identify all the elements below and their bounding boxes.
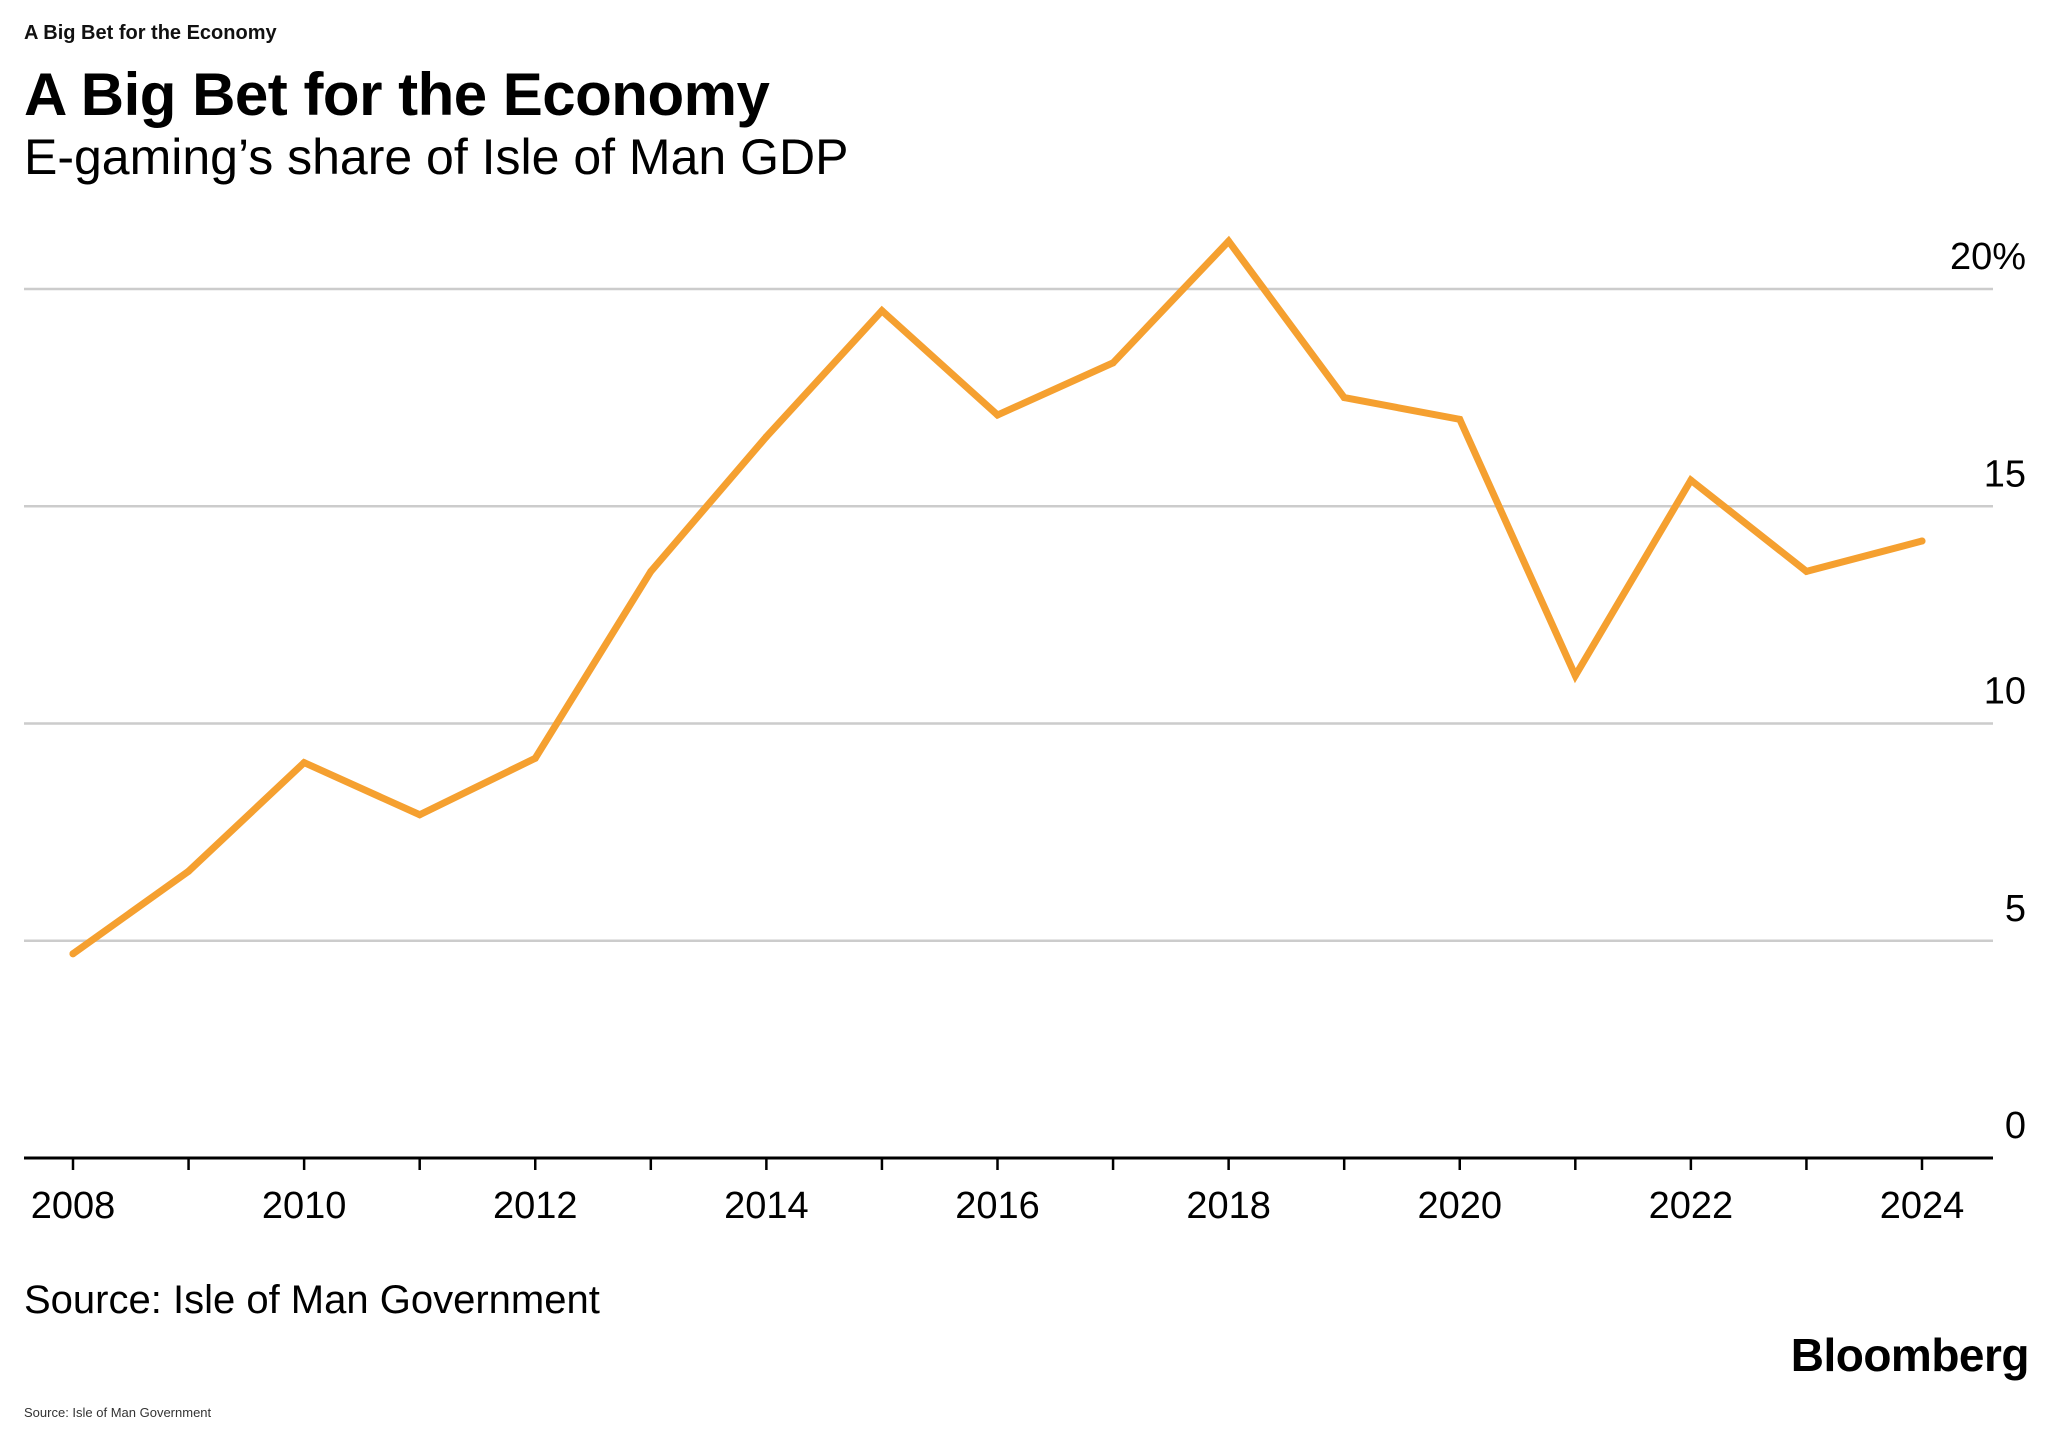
data-point: [301, 759, 308, 766]
data-point: [1803, 568, 1810, 575]
data-point: [1919, 538, 1926, 545]
gridlines: [24, 289, 1993, 941]
data-point: [1456, 416, 1463, 423]
x-tick-label: 2012: [493, 1185, 578, 1227]
x-axis: 2008 2010 2012 2014 2016 2018 2020 2022 2024: [24, 1158, 1993, 1227]
y-axis-ticks: 20% 15 10 5 0: [1950, 236, 2026, 1147]
x-tick-label: 2020: [1417, 1185, 1502, 1227]
data-point: [994, 412, 1001, 419]
x-tick-label: 2016: [955, 1185, 1040, 1227]
data-point: [1225, 238, 1232, 245]
y-tick-label: 10: [1984, 671, 2026, 713]
x-tick-label: 2022: [1649, 1185, 1734, 1227]
y-tick-label: 20%: [1950, 236, 2026, 278]
series-layer: [70, 238, 1926, 958]
y-tick-label: 5: [2005, 888, 2026, 930]
x-tick-label: 2014: [724, 1185, 809, 1227]
x-tick-label: 2010: [262, 1185, 347, 1227]
source-footnote: Source: Isle of Man Government: [24, 1405, 211, 1420]
y-tick-label: 0: [2005, 1105, 2026, 1147]
x-tick-label: 2008: [31, 1185, 116, 1227]
data-point: [1687, 477, 1694, 484]
data-point: [416, 811, 423, 818]
source-note: Source: Isle of Man Government: [24, 1278, 600, 1323]
x-tick-label: 2018: [1186, 1185, 1271, 1227]
data-point: [532, 755, 539, 762]
data-point: [1341, 394, 1348, 401]
x-tick-label: 2024: [1880, 1185, 1965, 1227]
data-point: [878, 307, 885, 314]
y-tick-label: 15: [1984, 453, 2026, 495]
series-line: [73, 241, 1922, 954]
data-point: [70, 950, 77, 957]
data-point: [647, 568, 654, 575]
data-point: [185, 868, 192, 875]
data-point: [1572, 672, 1579, 679]
data-point: [1110, 359, 1117, 366]
data-point: [763, 433, 770, 440]
bloomberg-logo: Bloomberg: [1791, 1328, 2029, 1382]
